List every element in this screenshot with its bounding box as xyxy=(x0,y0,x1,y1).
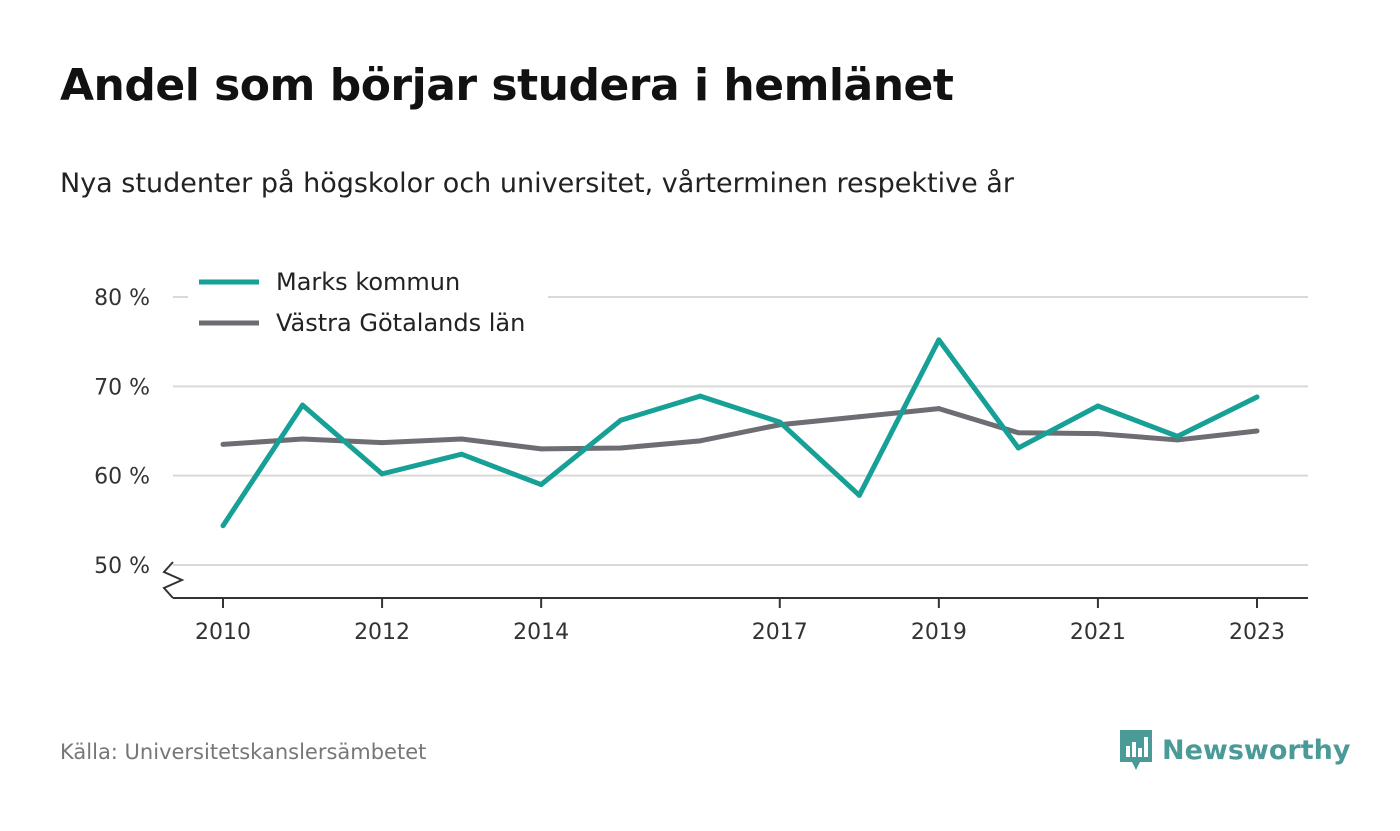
data-point xyxy=(1015,430,1021,436)
newsworthy-logo: Newsworthy xyxy=(1118,728,1350,772)
x-tick-label: 2010 xyxy=(195,620,251,645)
data-point xyxy=(459,451,465,457)
x-tick-label: 2023 xyxy=(1229,620,1285,645)
data-point xyxy=(1095,431,1101,437)
y-tick-label: 80 % xyxy=(94,286,150,311)
chart-title: Andel som börjar studera i hemlänet xyxy=(60,60,954,111)
data-point xyxy=(1095,403,1101,409)
data-point xyxy=(936,337,942,343)
newsworthy-logo-icon xyxy=(1120,730,1152,770)
data-point xyxy=(618,445,624,451)
data-point xyxy=(856,492,862,498)
data-point xyxy=(1015,445,1021,451)
axes: 50 % 60 % 70 % 80 % 2010 2012 2014 2017 2019 2021… xyxy=(94,286,1308,645)
legend: Marks kommun Västra Götalands län xyxy=(188,262,548,344)
data-point xyxy=(300,402,306,408)
series-line-0 xyxy=(220,337,1259,528)
data-point xyxy=(379,471,385,477)
data-point xyxy=(697,393,703,399)
y-tick-label: 70 % xyxy=(94,375,150,400)
data-point xyxy=(538,446,544,452)
data-point xyxy=(856,414,862,420)
data-point xyxy=(220,523,226,529)
y-axis-break-icon xyxy=(162,561,185,599)
data-point xyxy=(459,436,465,442)
data-point xyxy=(1174,437,1180,443)
series-line-1 xyxy=(222,406,1258,452)
data-point xyxy=(300,436,306,442)
data-point xyxy=(538,482,544,488)
chart-subtitle: Nya studenter på högskolor och universit… xyxy=(60,168,1014,199)
x-tick-label: 2019 xyxy=(911,620,967,645)
data-point xyxy=(1254,394,1260,400)
x-tick-label: 2017 xyxy=(752,620,808,645)
x-tick-label: 2012 xyxy=(354,620,410,645)
data-point xyxy=(777,419,783,425)
y-tick-label: 50 % xyxy=(94,554,150,579)
data-point xyxy=(379,440,385,446)
x-tick-label: 2021 xyxy=(1070,620,1126,645)
y-tick-label: 60 % xyxy=(94,465,150,490)
data-point xyxy=(936,406,942,412)
brand-name: Newsworthy xyxy=(1162,734,1351,766)
legend-label: Marks kommun xyxy=(276,268,460,296)
data-point xyxy=(1174,433,1180,439)
data-point xyxy=(220,441,226,447)
data-point xyxy=(697,438,703,444)
legend-label: Västra Götalands län xyxy=(276,309,525,337)
data-point xyxy=(1254,428,1260,434)
legend-background xyxy=(188,262,548,344)
data-point xyxy=(618,417,624,423)
series-lines xyxy=(220,337,1260,529)
x-tick-label: 2014 xyxy=(513,620,569,645)
source-note: Källa: Universitetskanslersämbetet xyxy=(60,740,427,764)
